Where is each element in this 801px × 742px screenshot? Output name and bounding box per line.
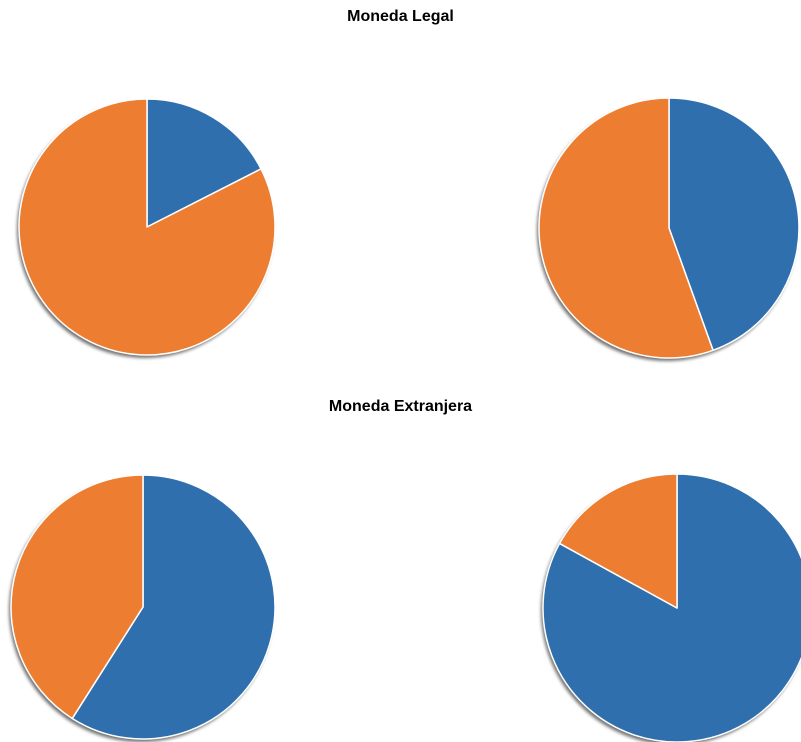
pie-chart-extranjera-right: [542, 473, 801, 742]
pie-slice-blue: [146, 98, 262, 228]
pie-slice-orange: [10, 474, 144, 720]
pie-slice-blue: [668, 97, 800, 352]
pie-slice-orange: [538, 97, 714, 359]
pie-chart-extranjera-left: [10, 474, 276, 740]
pie-slice-blue: [71, 474, 276, 740]
pie-slice-blue: [542, 473, 801, 742]
section-title-moneda-extranjera: Moneda Extranjera: [328, 398, 473, 415]
pie-slice-orange: [18, 98, 276, 356]
section-title-moneda-legal: Moneda Legal: [347, 8, 454, 25]
pie-chart-legal-left: [18, 98, 276, 356]
pie-chart-legal-right: [538, 97, 800, 359]
pie-slice-orange: [558, 473, 678, 609]
